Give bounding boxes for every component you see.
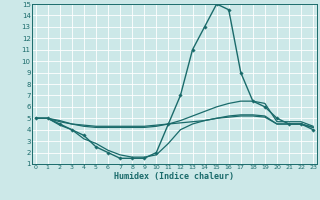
X-axis label: Humidex (Indice chaleur): Humidex (Indice chaleur) (115, 172, 234, 181)
